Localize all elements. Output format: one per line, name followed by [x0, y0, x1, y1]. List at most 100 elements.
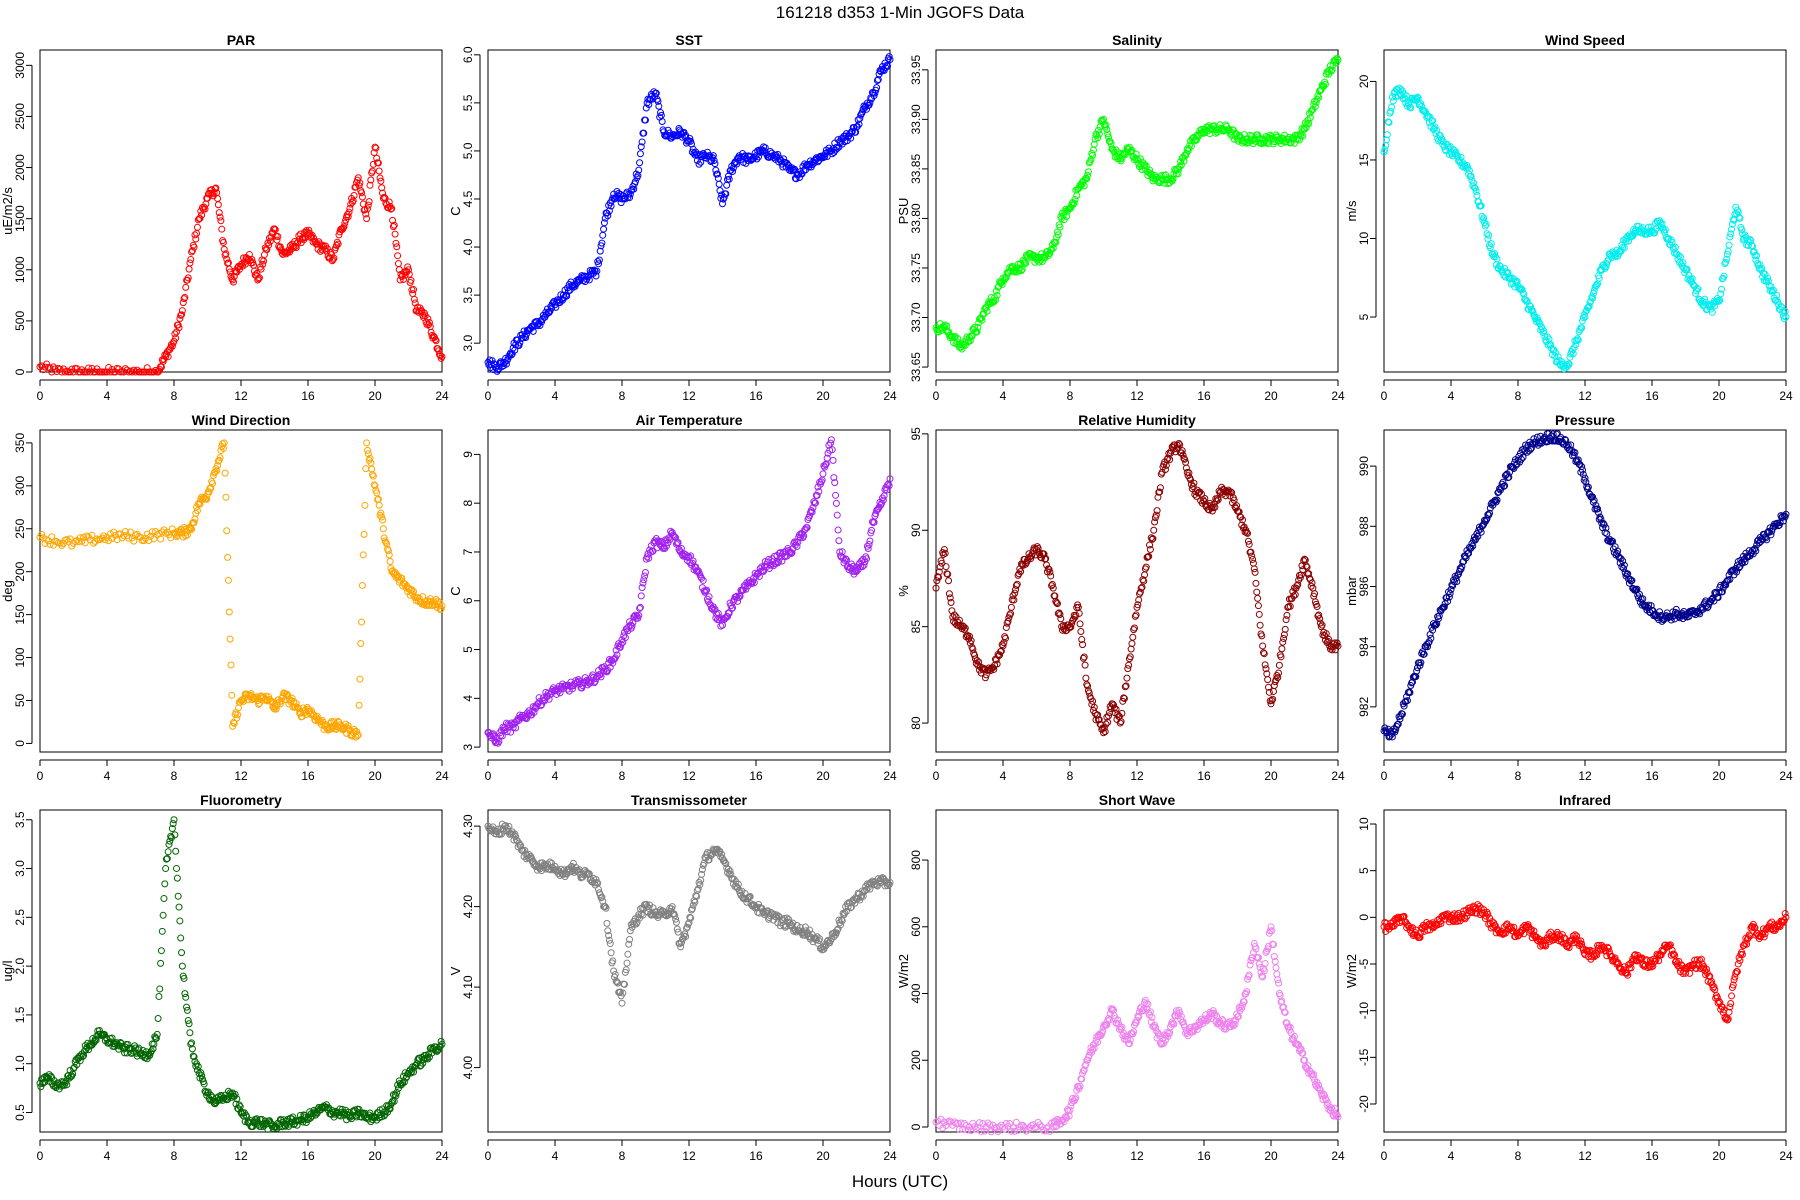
x-tick-label: 4 — [1448, 389, 1455, 403]
data-point — [606, 940, 614, 948]
x-tick-label: 8 — [1515, 389, 1522, 403]
data-point — [362, 465, 370, 473]
data-point — [829, 456, 837, 464]
data-point — [188, 247, 196, 255]
data-point — [49, 363, 57, 371]
x-tick-label: 8 — [619, 389, 626, 403]
data-point — [1589, 493, 1597, 501]
data-point — [1035, 258, 1043, 266]
data-point — [1294, 581, 1302, 589]
data-point — [157, 535, 165, 543]
data-point — [1403, 697, 1411, 705]
data-point — [1286, 602, 1294, 610]
data-point — [359, 551, 367, 559]
data-point — [720, 193, 728, 201]
data-point — [371, 482, 379, 490]
data-point — [46, 540, 54, 548]
data-point — [932, 584, 940, 592]
data-point — [885, 53, 893, 61]
data-point — [1620, 244, 1628, 252]
data-point — [600, 667, 608, 675]
data-point — [1301, 555, 1308, 563]
data-point — [1589, 294, 1597, 302]
data-point — [353, 1113, 361, 1121]
data-point — [944, 570, 952, 578]
data-point — [1157, 172, 1165, 180]
data-point — [192, 235, 200, 243]
data-point — [593, 878, 601, 886]
data-point — [1483, 515, 1491, 523]
data-point — [1004, 617, 1012, 625]
y-axis: 0.51.01.52.02.53.03.5 — [13, 811, 33, 1121]
data-point — [1738, 226, 1746, 234]
data-point — [1487, 240, 1495, 248]
data-point — [47, 1072, 55, 1080]
data-point — [636, 150, 644, 158]
data-point — [223, 527, 231, 535]
data-point — [950, 611, 958, 619]
data-point — [607, 949, 615, 957]
data-point — [1588, 293, 1596, 301]
data-point — [92, 1036, 100, 1044]
data-point — [1176, 441, 1184, 449]
panel-title: Air Temperature — [635, 412, 742, 428]
data-point — [1305, 570, 1313, 578]
data-point — [1436, 131, 1444, 139]
data-point — [166, 837, 174, 845]
data-point — [1472, 534, 1480, 542]
data-point — [1458, 562, 1466, 570]
data-point — [1129, 633, 1137, 641]
data-point — [1267, 700, 1275, 708]
y-tick-label: 3.0 — [13, 860, 27, 877]
data-point — [598, 239, 606, 247]
data-point — [1013, 580, 1021, 588]
data-point — [409, 290, 417, 298]
data-point — [1414, 94, 1422, 102]
data-point — [1470, 184, 1478, 192]
data-point — [1249, 559, 1257, 567]
panel-title: Transmissometer — [631, 792, 747, 808]
data-point — [717, 622, 725, 630]
data-point — [1703, 604, 1711, 612]
data-point — [341, 219, 349, 227]
data-point — [1483, 230, 1491, 238]
data-point — [100, 532, 108, 540]
data-point — [86, 368, 94, 376]
data-point — [1150, 526, 1158, 534]
data-point — [1506, 274, 1514, 282]
data-point — [603, 919, 611, 927]
data-point — [885, 482, 893, 490]
data-point — [1187, 142, 1195, 150]
data-point — [619, 989, 627, 997]
data-point — [537, 702, 545, 710]
data-point — [940, 546, 948, 554]
data-point — [184, 1017, 192, 1025]
data-point — [960, 623, 968, 631]
data-point — [196, 214, 204, 222]
data-point — [640, 129, 648, 137]
data-point — [686, 913, 694, 921]
data-point — [1012, 582, 1020, 590]
data-point — [220, 439, 228, 447]
data-point — [1303, 563, 1311, 571]
data-point — [438, 1040, 446, 1048]
data-point — [686, 559, 694, 567]
data-point — [399, 275, 407, 283]
data-point — [1230, 496, 1238, 504]
y-tick-label: 20 — [1357, 74, 1371, 88]
data-point — [150, 368, 158, 376]
data-point — [298, 713, 306, 721]
data-point — [1251, 568, 1259, 576]
data-point — [1748, 242, 1756, 250]
data-point — [790, 166, 798, 174]
data-point — [835, 537, 843, 545]
data-point — [1434, 615, 1442, 623]
data-point — [1405, 688, 1413, 696]
data-point — [1722, 258, 1730, 266]
y-tick-label: 500 — [13, 311, 27, 331]
data-point — [1140, 162, 1148, 170]
